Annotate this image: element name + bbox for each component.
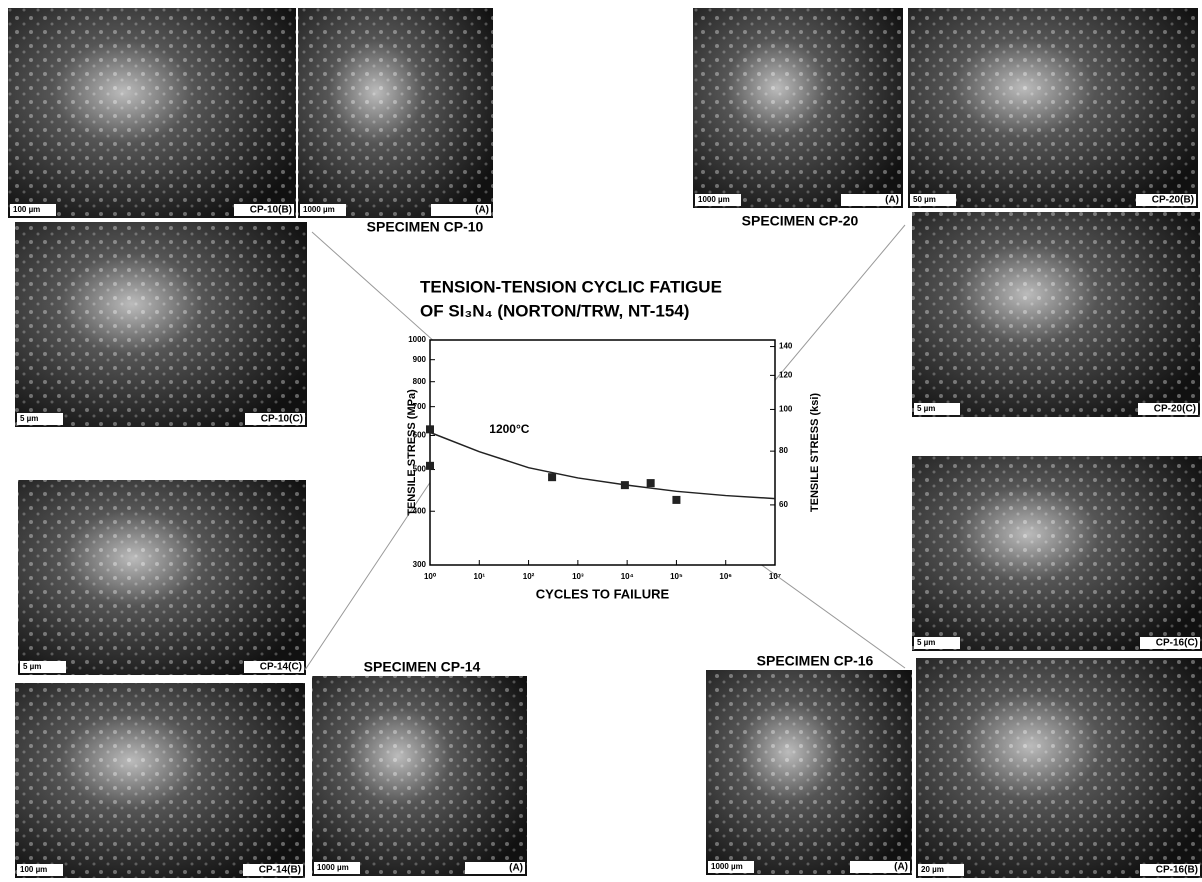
- x-tick-label: 10⁰: [424, 572, 437, 581]
- curve-label: 1200°C: [489, 422, 529, 436]
- panel-id: (A): [509, 863, 523, 874]
- scale-bar-label: 5 µm: [23, 662, 41, 671]
- data-point: [426, 425, 434, 433]
- chart-title: OF SI₃N₄ (NORTON/TRW, NT-154): [420, 301, 689, 320]
- y-tick-label: 900: [413, 355, 427, 364]
- x-tick-label: 10⁶: [719, 572, 732, 581]
- specimen-label: SPECIMEN CP-20: [742, 213, 859, 229]
- panel-id: CP-20(B): [1152, 195, 1194, 206]
- panel-id: CP-16(B): [1156, 865, 1198, 876]
- data-point: [672, 496, 680, 504]
- y2-axis-label: TENSILE STRESS (ksi): [809, 393, 821, 513]
- y2-tick-label: 140: [779, 342, 793, 351]
- data-point: [426, 462, 434, 470]
- specimen-label: SPECIMEN CP-14: [364, 659, 481, 675]
- micrograph-texture: [8, 8, 296, 218]
- panel-id: (A): [475, 205, 489, 216]
- micrograph-texture: [15, 683, 305, 878]
- y-tick-label: 500: [413, 465, 427, 474]
- x-tick-label: 10⁷: [769, 572, 781, 581]
- micrograph-texture: [916, 658, 1202, 878]
- x-tick-label: 10⁵: [670, 572, 683, 581]
- micrograph-texture: [912, 212, 1200, 417]
- panel-id: (A): [894, 862, 908, 873]
- panel-id: CP-10(C): [261, 414, 303, 425]
- x-tick-label: 10³: [572, 572, 584, 581]
- micrograph-texture: [18, 480, 306, 675]
- micrograph-texture: [912, 456, 1202, 651]
- scale-bar-label: 5 µm: [917, 404, 935, 413]
- y-tick-label: 300: [413, 560, 427, 569]
- scale-bar-label: 1000 µm: [317, 863, 349, 872]
- y2-tick-label: 100: [779, 405, 793, 414]
- scale-bar-label: 50 µm: [913, 195, 936, 204]
- x-axis-label: CYCLES TO FAILURE: [536, 586, 670, 601]
- scale-bar-label: 1000 µm: [711, 862, 743, 871]
- scale-bar-label: 5 µm: [917, 638, 935, 647]
- micrograph-texture: [15, 222, 307, 427]
- y2-tick-label: 120: [779, 370, 793, 379]
- y-tick-label: 800: [413, 377, 427, 386]
- chart-title: TENSION-TENSION CYCLIC FATIGUE: [420, 277, 722, 296]
- panel-id: CP-16(C): [1156, 638, 1198, 649]
- scale-bar-label: 1000 µm: [698, 195, 730, 204]
- panel-id: CP-14(B): [259, 865, 301, 876]
- figure: 1000 µm (A) 100 µm CP-10(B) 5 µm CP-10(C) SPEC…: [0, 0, 1202, 882]
- y-tick-label: 600: [413, 431, 427, 440]
- x-tick-label: 10²: [523, 572, 535, 581]
- y-tick-label: 700: [413, 402, 427, 411]
- data-point: [647, 479, 655, 487]
- panel-id: (A): [885, 195, 899, 206]
- micrograph-texture: [693, 8, 903, 208]
- panel-id: CP-20(C): [1154, 404, 1196, 415]
- y2-tick-label: 60: [779, 500, 788, 509]
- x-tick-label: 10⁴: [621, 572, 634, 581]
- panel-id: CP-10(B): [250, 205, 292, 216]
- scale-bar-label: 20 µm: [921, 865, 944, 874]
- x-tick-label: 10¹: [474, 572, 486, 581]
- scale-bar-label: 1000 µm: [303, 205, 335, 214]
- y2-tick-label: 80: [779, 446, 788, 455]
- micrograph-texture: [298, 8, 493, 218]
- y-tick-label: 1000: [408, 335, 426, 344]
- micrograph-texture: [908, 8, 1198, 208]
- specimen-label: SPECIMEN CP-10: [367, 219, 484, 235]
- specimen-label: SPECIMEN CP-16: [757, 653, 874, 669]
- scale-bar-label: 5 µm: [20, 414, 38, 423]
- panel-id: CP-14(C): [260, 662, 302, 673]
- y-tick-label: 400: [413, 506, 427, 515]
- micrograph-texture: [312, 676, 527, 876]
- scale-bar-label: 100 µm: [20, 865, 47, 874]
- data-point: [548, 473, 556, 481]
- scale-bar-label: 100 µm: [13, 205, 40, 214]
- micrograph-texture: [706, 670, 912, 875]
